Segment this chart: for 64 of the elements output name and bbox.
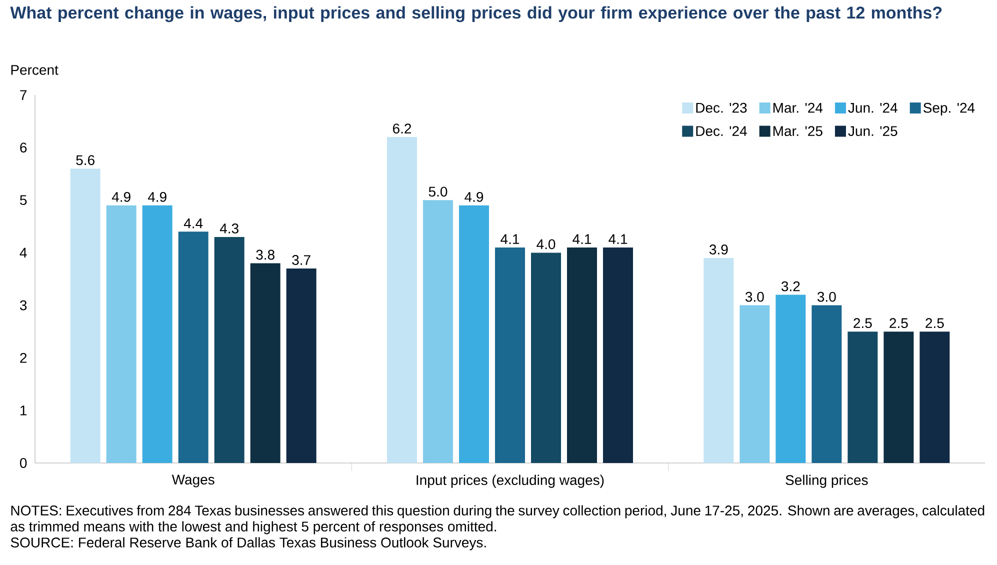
x-tick-label: Input prices (excluding wages) (416, 474, 604, 488)
legend-label: Dec. '24 (696, 126, 747, 136)
data-label: 2.5 (854, 318, 872, 328)
bar (531, 252, 562, 463)
bar (286, 268, 316, 463)
y-tick-label: 4 (20, 248, 27, 258)
y-tick-label: 0 (20, 458, 27, 468)
bar (740, 305, 770, 463)
bar (884, 332, 914, 463)
data-label: 3.9 (709, 244, 728, 254)
data-label: 3.2 (781, 281, 800, 292)
bar (776, 294, 806, 463)
legend-label: Sep. '24 (923, 102, 975, 116)
bar (459, 205, 490, 463)
data-label: 3.0 (745, 292, 764, 302)
y-tick-label: 3 (20, 300, 27, 310)
data-label: 3.8 (256, 250, 274, 260)
bar (214, 236, 244, 463)
data-label: 4.0 (536, 239, 556, 250)
y-axis-title: Percent (11, 65, 58, 75)
legend-label: Jun. '24 (848, 102, 898, 113)
source-note: SOURCE: Federal Reserve Bank of Dallas Texas Business Outlook Surveys. (10, 537, 486, 550)
bar (567, 247, 598, 463)
data-label: 4.9 (148, 192, 166, 202)
data-label: 2.5 (926, 318, 944, 328)
data-label: 4.9 (464, 192, 484, 202)
data-label: 4.4 (184, 218, 203, 228)
data-label: 5.6 (76, 155, 94, 166)
bar (603, 247, 634, 463)
bar (704, 258, 734, 463)
bar (848, 332, 878, 463)
legend-label: Dec. '23 (696, 102, 747, 113)
x-tick-label: Wages (172, 474, 214, 488)
data-label: 6.2 (392, 124, 412, 134)
chart-title: What percent change in wages, input prices and selling prices did your firm experience over the past 12 months? (10, 6, 942, 22)
bar (812, 305, 842, 463)
data-label: 4.9 (112, 192, 130, 202)
bar (70, 168, 100, 463)
legend-label: Mar. '24 (773, 102, 823, 113)
data-label: 5.0 (428, 186, 448, 197)
data-label: 4.1 (608, 234, 628, 244)
data-label: 2.5 (890, 318, 908, 328)
y-tick-label: 5 (20, 195, 27, 206)
y-tick-label: 1 (20, 406, 27, 416)
bar (920, 332, 950, 463)
bar (495, 247, 526, 463)
bar (142, 205, 172, 463)
data-label: 4.1 (572, 234, 592, 244)
bar (106, 205, 136, 463)
bar (387, 137, 418, 463)
legend-label: Mar. '25 (773, 126, 822, 136)
data-label: 4.1 (500, 234, 520, 244)
y-tick-label: 7 (20, 90, 27, 100)
legend-label: Jun. '25 (848, 126, 898, 136)
data-label: 4.3 (220, 224, 238, 234)
y-tick-label: 2 (20, 352, 27, 363)
y-tick-label: 6 (20, 142, 27, 153)
data-label: 3.0 (817, 292, 836, 302)
bar (250, 263, 280, 463)
bar (423, 200, 454, 463)
text: NOTES: Executives from 284 Texas businesses answered this question during the survey collection period, June 17-25, 2025. Shown are averages, calculated as trimmed means with the lowest and highest 5 percent of responses omitted. (10, 505, 984, 534)
bar (178, 232, 208, 463)
x-tick-label: Selling prices (786, 474, 868, 488)
data-label: 3.7 (292, 255, 310, 265)
